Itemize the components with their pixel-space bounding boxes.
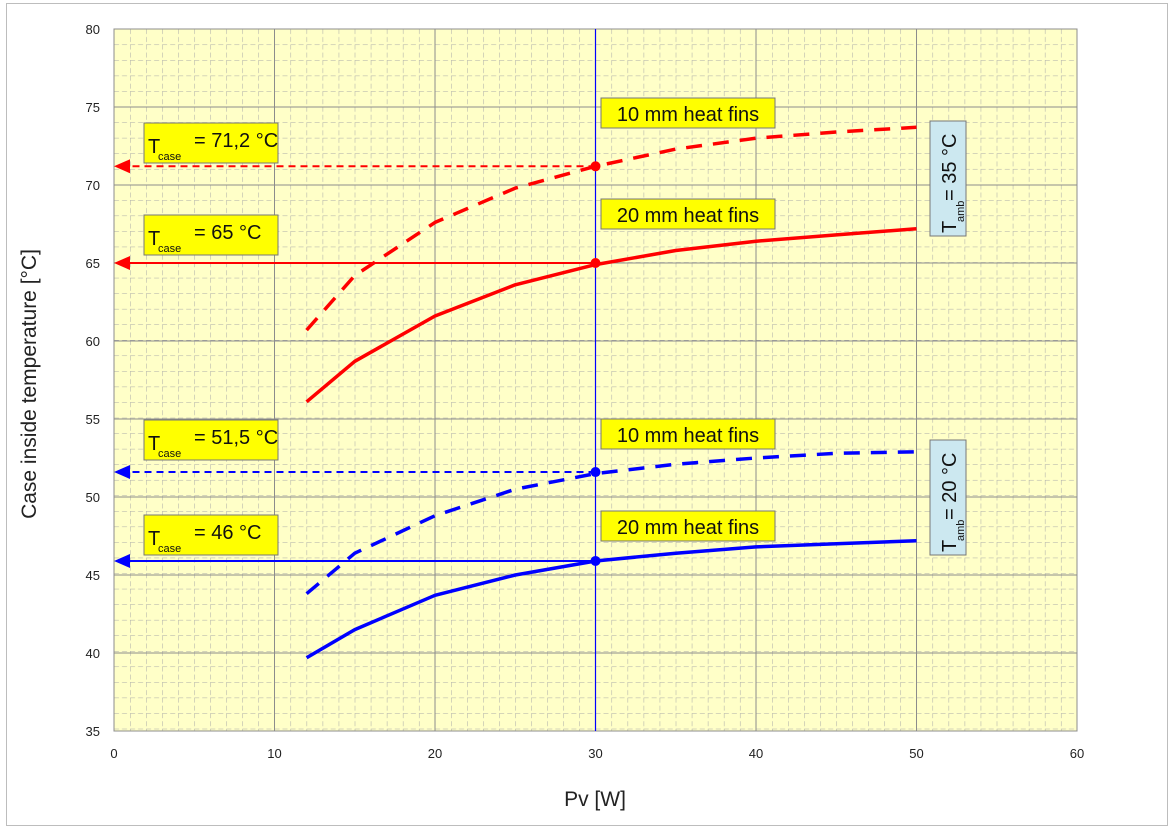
tamb-label-value: = 20 °C (939, 453, 961, 520)
x-tick-label: 0 (110, 746, 117, 761)
arrow-head (114, 553, 130, 568)
tcase-label-T: T (148, 433, 160, 455)
heat-fins-label-box (600, 97, 776, 129)
tamb-label-sub: amb (955, 201, 967, 222)
heat-fins-label-box (600, 418, 776, 450)
x-axis-label: Pv [W] (564, 788, 626, 811)
tcase-label-sub: case (158, 151, 181, 163)
tcase-label-box (143, 122, 279, 164)
tcase-label-T: T (148, 528, 160, 550)
heat-fins-label: 10 mm heat fins (617, 104, 759, 126)
tcase-label-T: T (148, 136, 160, 158)
point-markers (590, 161, 601, 566)
tcase-label-sub: case (158, 243, 181, 255)
tcase-label-box (143, 419, 279, 461)
tcase-label-box (143, 214, 279, 256)
x-tick-label: 50 (909, 746, 923, 761)
y-tick-label: 55 (86, 412, 100, 427)
tamb-label-box (929, 439, 967, 556)
arrow-head (114, 256, 130, 270)
heat-fins-label-box (600, 510, 776, 542)
x-tick-label: 30 (588, 746, 602, 761)
y-tick-label: 80 (86, 22, 100, 37)
x-tick-label: 40 (749, 746, 763, 761)
series-line-10mm (305, 450, 917, 596)
guide-lines (114, 29, 597, 731)
heat-fins-label: 20 mm heat fins (617, 517, 759, 539)
tamb-label-T: T (939, 221, 961, 233)
y-tick-label: 65 (86, 256, 100, 271)
y-tick-label: 50 (86, 490, 100, 505)
intersection-point (590, 555, 601, 566)
tamb-label-sub: amb (955, 520, 967, 541)
tamb-label-box (929, 120, 967, 237)
intersection-point (590, 258, 601, 268)
tcase-label-value: = 71,2 °C (194, 130, 278, 152)
heat-fins-label: 10 mm heat fins (617, 425, 759, 447)
tcase-label-value: = 65 °C (194, 222, 261, 244)
tcase-label-value: = 46 °C (194, 522, 261, 544)
intersection-point (590, 467, 601, 478)
heat-fins-label: 20 mm heat fins (617, 205, 759, 227)
y-axis-label: Case inside temperature [°C] (18, 249, 41, 519)
tamb-label-value: = 35 °C (939, 134, 961, 201)
y-tick-label: 60 (86, 334, 100, 349)
tcase-label-sub: case (158, 543, 181, 555)
y-tick-label: 40 (86, 646, 100, 661)
arrow-head (114, 159, 130, 174)
tcase-label-sub: case (158, 448, 181, 460)
y-tick-label: 70 (86, 178, 100, 193)
tcase-label-box (143, 514, 279, 556)
tamb-label-T: T (939, 540, 961, 552)
tick-labels: 0 10 20 30 40 50 60 35 40 45 50 55 60 65 70 75 80 (86, 22, 1085, 761)
intersection-point (590, 161, 601, 172)
heat-fins-label-box (600, 198, 776, 230)
x-tick-label: 10 (267, 746, 281, 761)
x-tick-label: 60 (1070, 746, 1084, 761)
x-tick-label: 20 (428, 746, 442, 761)
y-tick-label: 75 (86, 100, 100, 115)
tcase-label-value: = 51,5 °C (194, 427, 278, 449)
y-tick-label: 35 (86, 724, 100, 739)
y-tick-label: 45 (86, 568, 100, 583)
tcase-label-T: T (148, 228, 160, 250)
arrow-head (114, 465, 130, 480)
